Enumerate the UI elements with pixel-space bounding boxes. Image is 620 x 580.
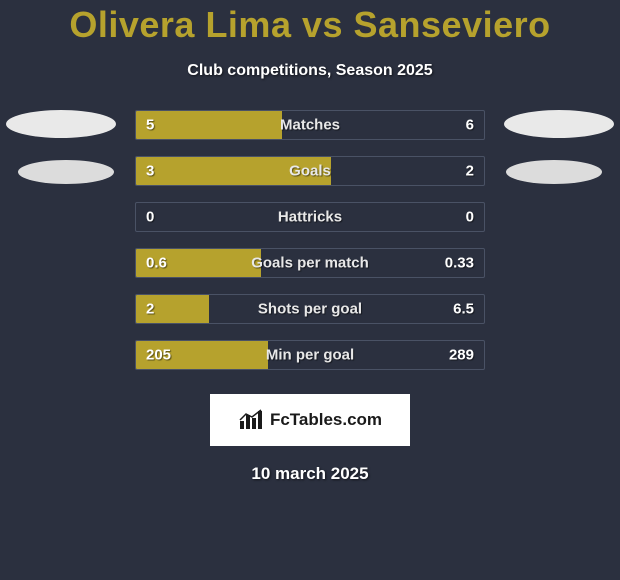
bar-value-right: 6.5	[453, 301, 474, 318]
player-photo-left-2	[18, 160, 114, 184]
fctables-logo[interactable]: FcTables.com	[210, 394, 410, 446]
bar-row: Min per goal 205 289	[135, 340, 485, 370]
bar-container: Matches 5 6 Goals 3 2 Hattricks 0 0 Goals per mat…	[135, 110, 485, 386]
comparison-chart: Matches 5 6 Goals 3 2 Hattricks 0 0 Goals per mat…	[0, 110, 620, 370]
bar-value-right: 0.33	[445, 255, 474, 272]
bar-label: Shots per goal	[258, 301, 362, 318]
bar-label: Goals per match	[251, 255, 369, 272]
bar-label: Matches	[280, 117, 340, 134]
bar-row: Hattricks 0 0	[135, 202, 485, 232]
bar-value-right: 2	[466, 163, 474, 180]
player-photo-left-1	[6, 110, 116, 138]
bar-chart-icon	[238, 409, 264, 431]
bar-row: Goals per match 0.6 0.33	[135, 248, 485, 278]
page-title: Olivera Lima vs Sanseviero	[0, 0, 620, 46]
bar-label: Goals	[289, 163, 331, 180]
subtitle: Club competitions, Season 2025	[0, 62, 620, 80]
bar-value-right: 289	[449, 347, 474, 364]
bar-value-left: 0	[146, 209, 154, 226]
bar-row: Shots per goal 2 6.5	[135, 294, 485, 324]
bar-fill-left	[136, 111, 282, 139]
bar-value-left: 0.6	[146, 255, 167, 272]
bar-row: Goals 3 2	[135, 156, 485, 186]
player-photo-right-1	[504, 110, 614, 138]
bar-value-right: 6	[466, 117, 474, 134]
bar-value-left: 2	[146, 301, 154, 318]
bar-label: Min per goal	[266, 347, 354, 364]
bar-value-left: 3	[146, 163, 154, 180]
bar-value-right: 0	[466, 209, 474, 226]
player-photo-right-2	[506, 160, 602, 184]
date-label: 10 march 2025	[0, 464, 620, 484]
bar-value-left: 5	[146, 117, 154, 134]
bar-row: Matches 5 6	[135, 110, 485, 140]
logo-text: FcTables.com	[270, 410, 382, 430]
bar-value-left: 205	[146, 347, 171, 364]
bar-label: Hattricks	[278, 209, 342, 226]
